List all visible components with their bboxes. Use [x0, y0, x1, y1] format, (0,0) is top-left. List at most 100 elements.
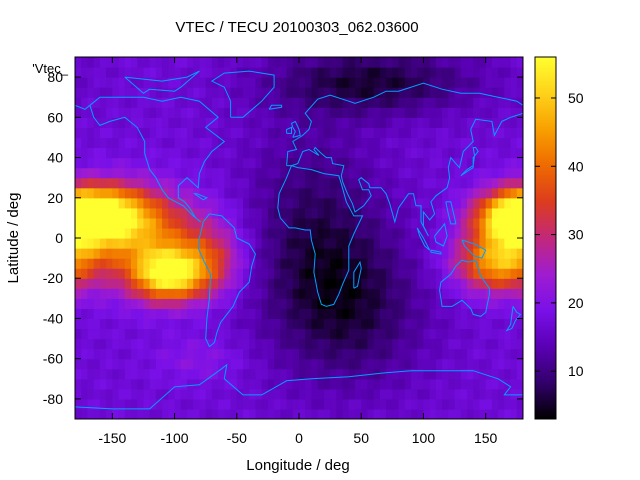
vtec-cell [336, 57, 344, 68]
vtec-cell [299, 408, 306, 419]
vtec-cell [429, 318, 437, 330]
vtec-cell [454, 107, 462, 118]
vtec-cell [373, 258, 381, 269]
vtec-cell [423, 308, 431, 320]
vtec-cell [485, 157, 493, 169]
vtec-cell [180, 117, 188, 128]
vtec-cell [355, 127, 362, 139]
vtec-cell [255, 268, 263, 279]
vtec-cell [342, 308, 350, 320]
vtec-cell [162, 117, 169, 128]
vtec-cell [311, 298, 319, 309]
vtec-cell [305, 328, 313, 340]
vtec-cell [336, 338, 344, 350]
vtec-cell [311, 87, 319, 98]
vtec-cell [429, 358, 437, 370]
vtec-cell [467, 298, 474, 309]
vtec-cell [454, 288, 462, 299]
vtec-cell [99, 157, 107, 169]
vtec-cell [243, 338, 250, 350]
vtec-cell [174, 227, 182, 239]
vtec-cell [280, 308, 288, 320]
vtec-cell [174, 238, 182, 249]
vtec-cell [124, 107, 132, 118]
vtec-cell [224, 318, 232, 330]
vtec-cell [137, 67, 145, 78]
vtec-cell [199, 87, 207, 98]
vtec-cell [106, 117, 113, 128]
vtec-cell [392, 298, 400, 309]
vtec-cell [243, 107, 250, 118]
vtec-cell [467, 217, 474, 229]
vtec-cell [143, 87, 151, 98]
vtec-cell [367, 268, 375, 279]
vtec-cell [75, 147, 82, 159]
vtec-cell [355, 338, 362, 350]
vtec-cell [516, 77, 523, 88]
vtec-cell [243, 288, 250, 299]
vtec-cell [168, 167, 176, 179]
vtec-cell [516, 358, 523, 370]
vtec-cell [442, 87, 449, 98]
vtec-cell [230, 127, 238, 139]
vtec-cell [460, 187, 468, 199]
vtec-cell [131, 137, 138, 149]
vtec-cell [261, 298, 269, 309]
vtec-cell [155, 378, 163, 390]
vtec-cell [143, 268, 151, 279]
vtec-cell [168, 137, 176, 149]
vtec-cell [162, 268, 169, 279]
vtec-cell [205, 358, 213, 370]
vtec-cell [348, 288, 356, 299]
vtec-cell [379, 268, 387, 279]
vtec-cell [299, 97, 306, 108]
vtec-cell [342, 227, 350, 239]
vtec-cell [355, 207, 362, 219]
vtec-cell [361, 107, 369, 118]
vtec-cell [305, 298, 313, 309]
vtec-cell [516, 147, 523, 159]
vtec-cell [112, 97, 120, 108]
vtec-cell [149, 107, 157, 118]
vtec-cell [112, 87, 120, 98]
vtec-cell [299, 308, 306, 320]
vtec-cell [299, 378, 306, 390]
vtec-cell [81, 227, 89, 239]
vtec-cell [498, 408, 505, 419]
vtec-cell [187, 398, 194, 410]
vtec-cell [292, 157, 300, 169]
vtec-cell [155, 388, 163, 400]
vtec-cell [112, 258, 120, 269]
vtec-cell [236, 358, 244, 370]
vtec-cell [342, 217, 350, 229]
vtec-cell [267, 338, 275, 350]
vtec-cell [87, 368, 95, 380]
vtec-cell [342, 238, 350, 249]
vtec-cell [137, 388, 145, 400]
vtec-cell [404, 318, 412, 330]
vtec-cell [224, 87, 232, 98]
vtec-cell [398, 398, 406, 410]
vtec-cell [473, 388, 481, 400]
vtec-cell [429, 67, 437, 78]
vtec-cell [392, 87, 400, 98]
vtec-cell [404, 348, 412, 360]
vtec-cell [510, 278, 518, 289]
vtec-cell [230, 147, 238, 159]
vtec-cell [168, 77, 176, 88]
vtec-cell [330, 388, 337, 400]
vtec-cell [267, 207, 275, 219]
vtec-cell [336, 288, 344, 299]
vtec-cell [286, 248, 294, 259]
vtec-cell [311, 177, 319, 189]
vtec-cell [118, 227, 126, 239]
vtec-cell [112, 308, 120, 320]
vtec-cell [442, 318, 449, 330]
vtec-cell [155, 147, 163, 159]
vtec-cell [81, 167, 89, 179]
vtec-cell [112, 207, 120, 219]
vtec-cell [336, 67, 344, 78]
vtec-cell [411, 57, 418, 68]
vtec-cell [81, 207, 89, 219]
vtec-cell [274, 258, 281, 269]
